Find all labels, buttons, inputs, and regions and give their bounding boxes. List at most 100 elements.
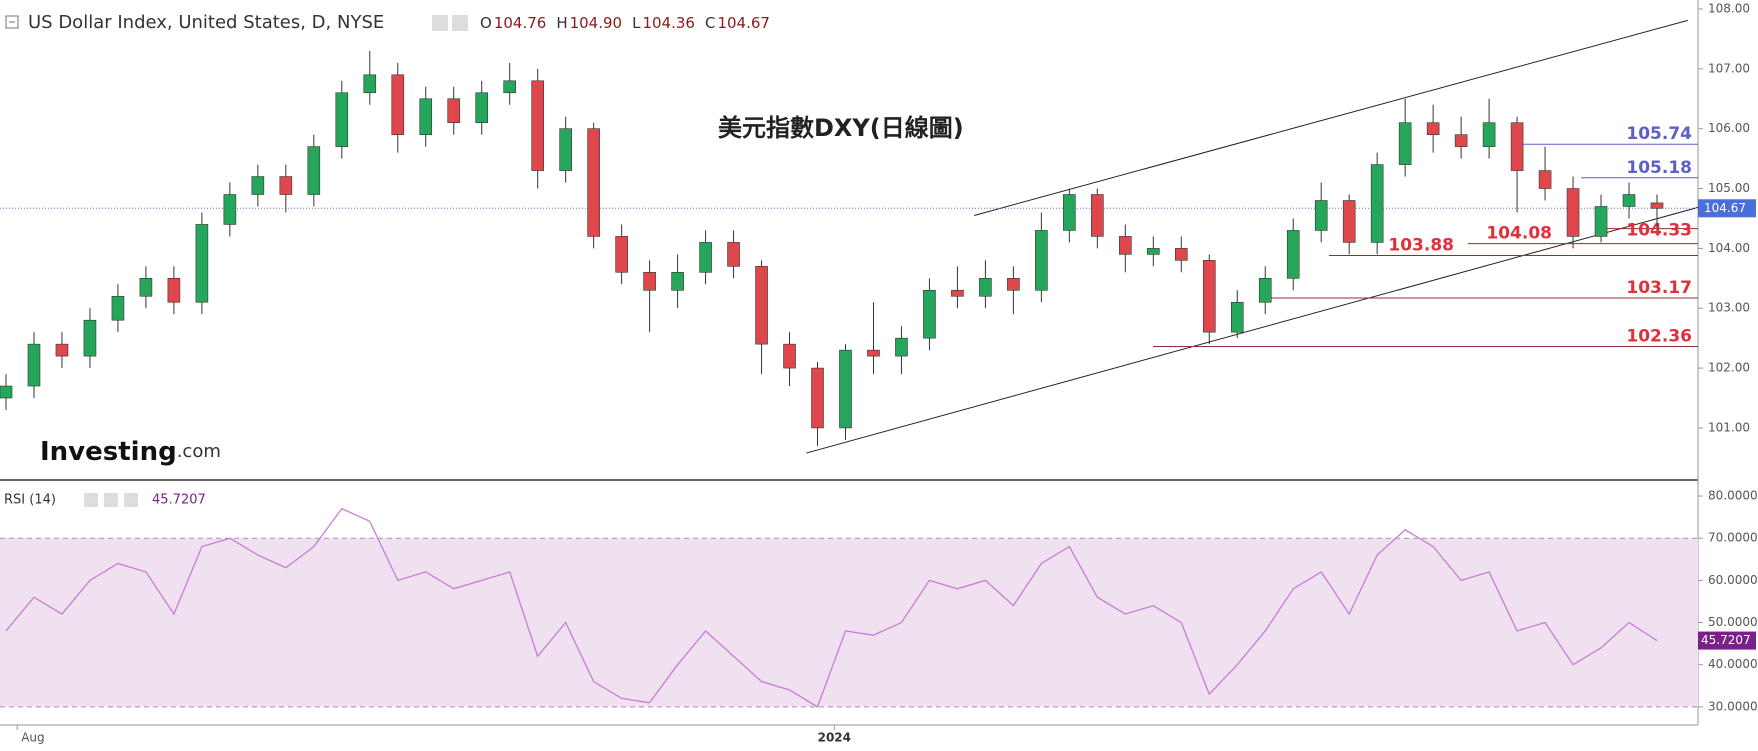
y-tick-label: 80.0000 xyxy=(1708,489,1758,503)
y-tick-label: 40.0000 xyxy=(1708,657,1758,671)
last-price-box xyxy=(1698,199,1756,218)
candle-body xyxy=(587,128,600,237)
y-tick-label: 102.00 xyxy=(1708,361,1750,375)
candle-body xyxy=(391,74,405,135)
candle-body xyxy=(727,242,740,267)
candle-body xyxy=(83,319,97,357)
candle-body xyxy=(139,278,153,297)
y-tick-label: 105.00 xyxy=(1708,181,1750,195)
ohlc-key: C xyxy=(705,14,715,32)
x-tick-label: 2024 xyxy=(818,731,851,745)
rsi-band xyxy=(0,538,1698,707)
y-tick-label: 107.00 xyxy=(1708,61,1750,75)
candle-body xyxy=(111,295,125,321)
candle-body xyxy=(699,242,712,273)
level-label: 105.74 xyxy=(1626,124,1692,144)
collapse-icon[interactable] xyxy=(5,15,19,29)
candle-body xyxy=(363,74,377,94)
candle-body xyxy=(951,289,964,297)
candle-body xyxy=(1230,301,1244,333)
chart-title: US Dollar Index, United States, D, NYSE xyxy=(28,12,384,33)
candle-body xyxy=(1622,194,1636,207)
candle-body xyxy=(27,343,41,387)
candle-body xyxy=(251,176,265,195)
candle-body xyxy=(671,272,684,291)
rsi-title: RSI (14) xyxy=(4,493,56,508)
candle-body xyxy=(643,272,656,291)
last-price-label: 104.67 xyxy=(1704,201,1746,215)
candle-body xyxy=(1202,260,1216,333)
candle-body xyxy=(167,278,181,303)
candle-body xyxy=(559,128,572,171)
watermark-brand: Investing xyxy=(40,437,177,467)
candle-body xyxy=(1650,202,1664,209)
rsi-visibility-icon[interactable] xyxy=(84,493,98,507)
candle-body xyxy=(1147,248,1160,255)
candle-body xyxy=(1454,134,1468,147)
candle-body xyxy=(0,385,13,399)
level-label: 104.33 xyxy=(1626,221,1692,241)
visibility-icon[interactable] xyxy=(432,15,448,31)
ohlc-key: L xyxy=(632,14,641,32)
candle-body xyxy=(475,92,489,123)
candle-body xyxy=(839,349,852,429)
candle-body xyxy=(1342,200,1356,243)
candle-body xyxy=(923,289,936,339)
candle-body xyxy=(1594,206,1608,237)
level-label: 103.88 xyxy=(1388,236,1454,256)
level-label: 105.18 xyxy=(1626,158,1692,178)
y-tick-label: 101.00 xyxy=(1708,420,1750,434)
candle-body xyxy=(1538,170,1552,189)
y-tick-label: 70.0000 xyxy=(1708,531,1758,545)
y-tick-label: 106.00 xyxy=(1708,121,1750,135)
candle-body xyxy=(1482,122,1496,147)
candle-body xyxy=(279,176,293,195)
candle-body xyxy=(615,236,628,273)
y-tick-label: 60.0000 xyxy=(1708,573,1758,587)
candle-body xyxy=(1258,278,1272,303)
candle-body xyxy=(1119,236,1132,255)
candle-body xyxy=(979,278,992,297)
y-tick-label: 50.0000 xyxy=(1708,615,1758,629)
candle-body xyxy=(447,98,461,123)
candle-body xyxy=(755,266,768,345)
candle-body xyxy=(867,349,880,357)
rsi-value: 45.7207 xyxy=(152,493,206,508)
candle-body xyxy=(1174,248,1188,261)
level-label: 102.36 xyxy=(1626,327,1692,347)
ohlc-key: H xyxy=(556,14,567,32)
candle-body xyxy=(1398,122,1412,165)
candle-body xyxy=(307,146,321,195)
y-tick-label: 108.00 xyxy=(1708,1,1750,15)
rsi-settings-icon[interactable] xyxy=(104,493,118,507)
watermark-suffix: .com xyxy=(177,441,221,462)
ohlc-key: O xyxy=(480,14,492,32)
candle-body xyxy=(1091,194,1104,237)
y-tick-label: 104.00 xyxy=(1708,241,1750,255)
rsi-last-box xyxy=(1698,631,1756,650)
level-label: 104.08 xyxy=(1486,224,1552,244)
channel-line xyxy=(974,19,1688,216)
candle-body xyxy=(895,337,908,357)
candle-body xyxy=(335,92,349,147)
rsi-last-label: 45.7207 xyxy=(1701,633,1751,647)
ohlc-value: 104.67 xyxy=(717,14,770,32)
candle-body xyxy=(811,367,824,429)
settings-icon[interactable] xyxy=(452,15,468,31)
candle-body xyxy=(1370,164,1384,243)
candle-body xyxy=(55,343,69,357)
x-tick-label: Aug xyxy=(21,731,44,745)
candle-body xyxy=(1510,122,1524,171)
ohlc-value: 104.76 xyxy=(494,14,547,32)
candle-body xyxy=(1566,188,1580,237)
rsi-close-icon[interactable] xyxy=(124,493,138,507)
y-tick-label: 30.0000 xyxy=(1708,699,1758,713)
candle-body xyxy=(531,80,544,171)
candle-body xyxy=(503,80,516,94)
channel-line xyxy=(806,206,1700,454)
candle-body xyxy=(1286,230,1300,279)
watermark: Investing.com xyxy=(40,437,221,467)
ohlc-value: 104.90 xyxy=(570,14,623,32)
candle-body xyxy=(419,98,433,135)
